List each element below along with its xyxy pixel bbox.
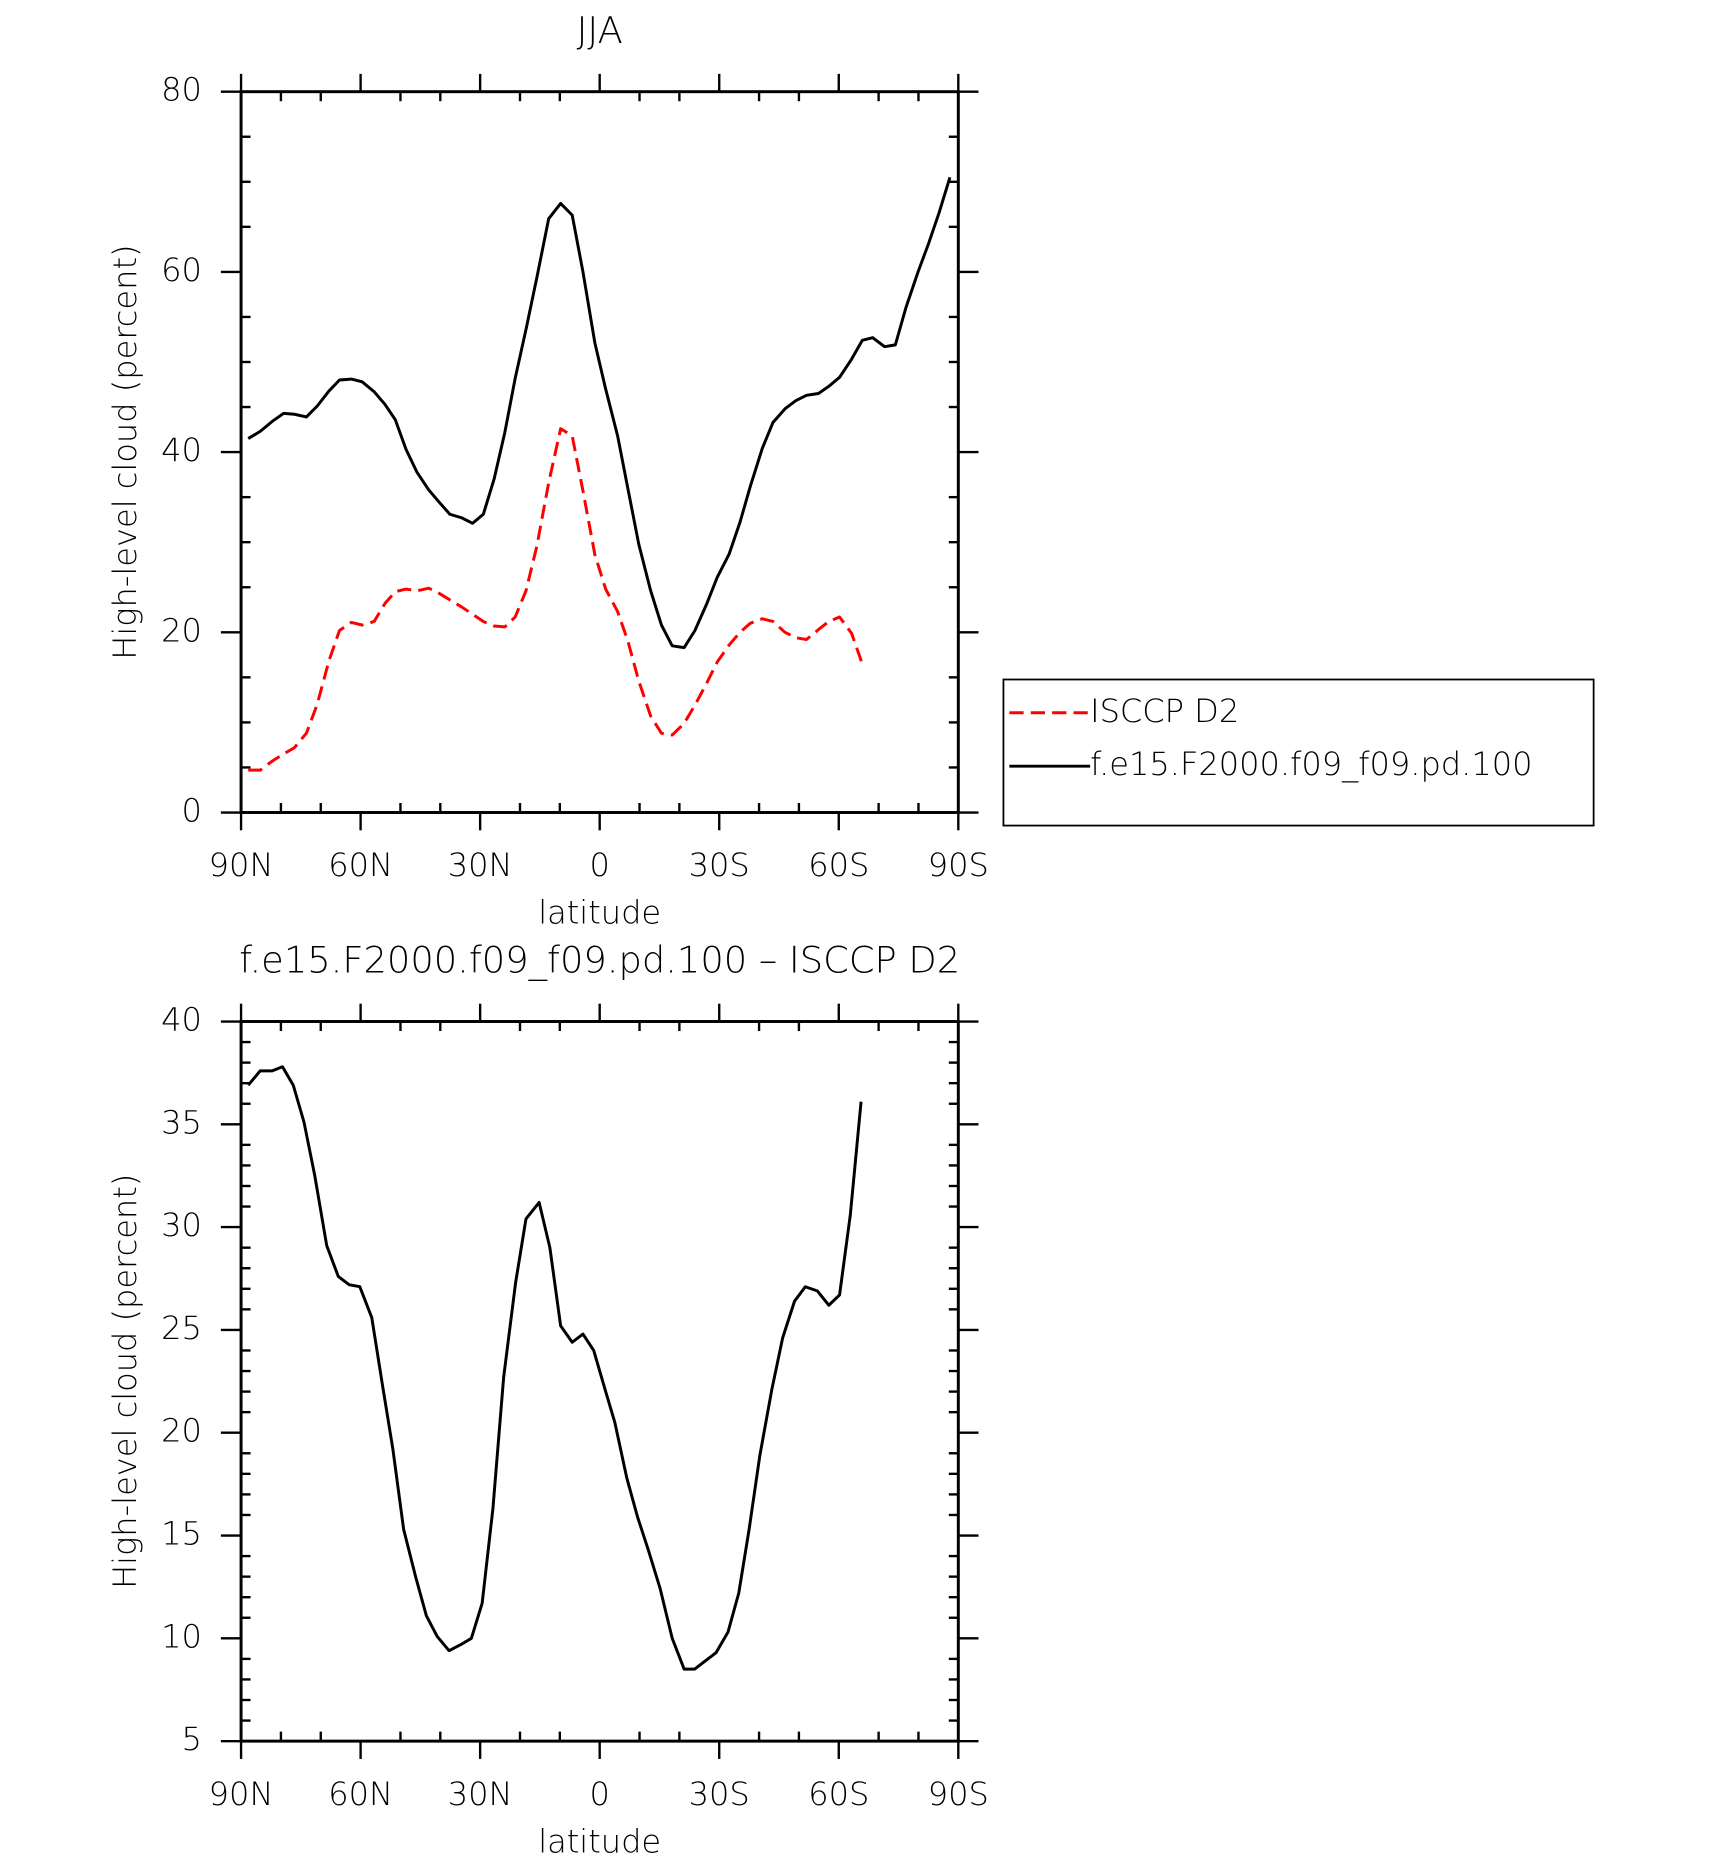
x-tick-label: 90N bbox=[209, 846, 274, 884]
y-tick-label: 20 bbox=[161, 1412, 202, 1450]
y-tick-label: 25 bbox=[161, 1309, 202, 1347]
x-tick-label: 90S bbox=[928, 1775, 989, 1813]
y-axis-label: High-level cloud (percent) bbox=[106, 244, 144, 659]
x-tick-label: 60S bbox=[808, 1775, 869, 1813]
chart-title: JJA bbox=[577, 9, 623, 52]
x-tick-label: 30N bbox=[448, 846, 513, 884]
plot-frame bbox=[239, 90, 960, 814]
x-axis-label: latitude bbox=[538, 1822, 661, 1860]
legend-box bbox=[1002, 678, 1595, 827]
y-tick-label: 80 bbox=[161, 71, 202, 109]
plot-frame bbox=[239, 1020, 960, 1743]
y-tick-label: 0 bbox=[181, 792, 201, 830]
x-tick-label: 90S bbox=[928, 846, 989, 884]
y-tick-label: 10 bbox=[161, 1617, 202, 1655]
y-tick-label: 30 bbox=[161, 1206, 202, 1244]
y-tick-label: 35 bbox=[161, 1103, 202, 1141]
y-tick-label: 40 bbox=[161, 431, 202, 469]
chart-title: f.e15.F2000.f09_f09.pd.100 – ISCCP D2 bbox=[239, 939, 960, 983]
legend-label: f.e15.F2000.f09_f09.pd.100 bbox=[1090, 745, 1532, 783]
x-tick-label: 60N bbox=[328, 1775, 393, 1813]
x-axis-label: latitude bbox=[538, 894, 661, 932]
y-tick-label: 20 bbox=[161, 611, 202, 649]
y-tick-label: 15 bbox=[161, 1515, 202, 1553]
x-tick-label: 30S bbox=[689, 1775, 750, 1813]
y-axis-label: High-level cloud (percent) bbox=[106, 1174, 144, 1589]
y-tick-label: 40 bbox=[161, 1001, 202, 1039]
x-tick-label: 90N bbox=[209, 1775, 274, 1813]
y-tick-label: 5 bbox=[181, 1720, 201, 1758]
data-line bbox=[247, 176, 952, 650]
x-tick-label: 30S bbox=[689, 846, 750, 884]
data-line bbox=[247, 1065, 863, 1671]
legend-label: ISCCP D2 bbox=[1090, 692, 1239, 730]
x-tick-label: 0 bbox=[589, 846, 609, 884]
x-tick-label: 60N bbox=[328, 846, 393, 884]
y-tick-label: 60 bbox=[161, 251, 202, 289]
x-tick-label: 0 bbox=[589, 1775, 609, 1813]
x-tick-label: 60S bbox=[808, 846, 869, 884]
data-line bbox=[248, 427, 864, 772]
x-tick-label: 30N bbox=[448, 1775, 513, 1813]
